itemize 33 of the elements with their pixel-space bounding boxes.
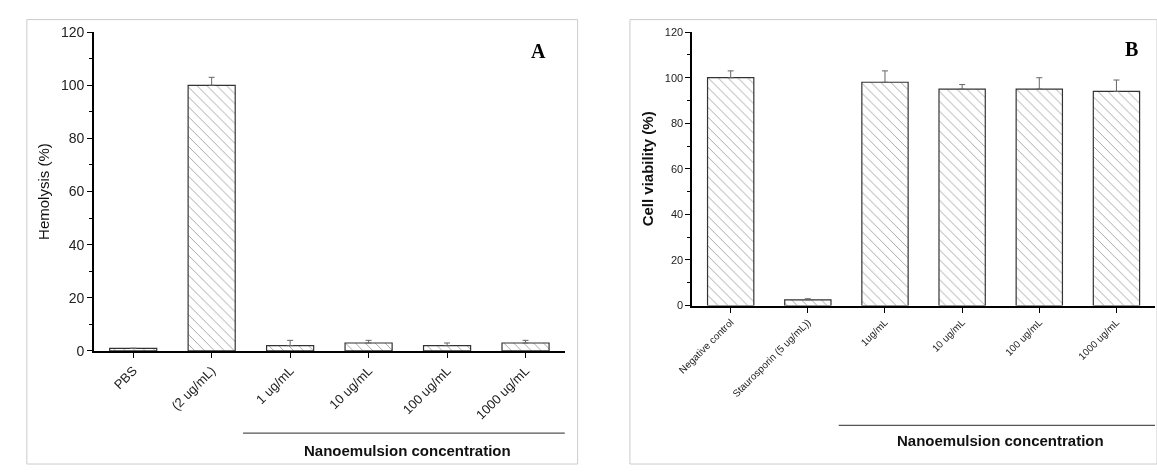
y-tick-label: 0 [76, 342, 85, 359]
bar [706, 77, 755, 306]
y-tick-label: 20 [670, 253, 684, 266]
y-tick-label: 100 [664, 71, 684, 84]
y-tick-label: 100 [61, 77, 85, 94]
y-axis-title: Cell viability (%) [638, 111, 656, 227]
bar [501, 342, 550, 351]
text: Nanoemulsion concentration [897, 432, 1104, 449]
bar [344, 342, 393, 351]
bar [1015, 88, 1064, 306]
bar [187, 84, 236, 351]
bar [265, 345, 315, 351]
y-tick-label: 40 [68, 236, 85, 253]
y-tick-label: 60 [670, 162, 684, 175]
annotation: B [1125, 38, 1139, 60]
y-tick-label: 60 [68, 183, 85, 200]
bar [422, 345, 472, 351]
y-tick-label: 120 [664, 26, 684, 38]
annotation: A [531, 40, 546, 62]
y-tick-label: 0 [677, 299, 684, 312]
bar [784, 299, 832, 306]
bar [861, 81, 909, 306]
y-tick-label: 80 [68, 130, 85, 147]
bar [109, 347, 158, 351]
text: Nanoemulsion concentration [304, 442, 511, 459]
y-tick-label: 80 [670, 117, 684, 130]
x-tick-label: PBS [110, 362, 141, 393]
bar [938, 88, 986, 306]
y-tick-label: 20 [68, 289, 85, 306]
bar [1092, 90, 1141, 306]
y-axis-title: Hemolysis (%) [34, 143, 52, 240]
y-tick-label: 40 [670, 208, 684, 221]
y-tick-label: 120 [61, 24, 85, 41]
